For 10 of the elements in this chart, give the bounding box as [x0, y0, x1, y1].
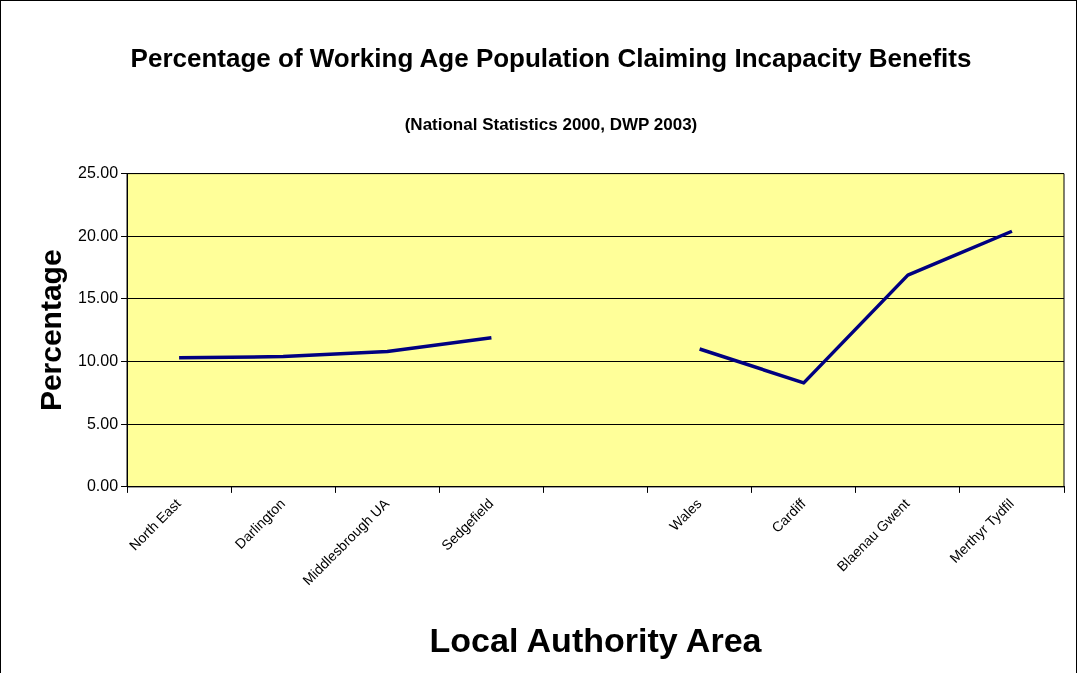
y-axis-title: Percentage [34, 249, 68, 412]
y-tick-label: 5.00 [86, 414, 119, 432]
y-tick-label: 15.00 [77, 289, 119, 307]
y-tick-label: 25.00 [77, 164, 119, 182]
chart-subtitle: (National Statistics 2000, DWP 2003) [403, 115, 699, 135]
y-tick-label: 0.00 [86, 477, 119, 495]
x-axis-title: Local Authority Area [429, 620, 763, 659]
chart-title: Percentage of Working Age Population Claiming Incapacity Benefits [129, 42, 973, 75]
y-tick-label: 10.00 [77, 351, 119, 369]
y-tick-label: 20.00 [77, 226, 119, 244]
